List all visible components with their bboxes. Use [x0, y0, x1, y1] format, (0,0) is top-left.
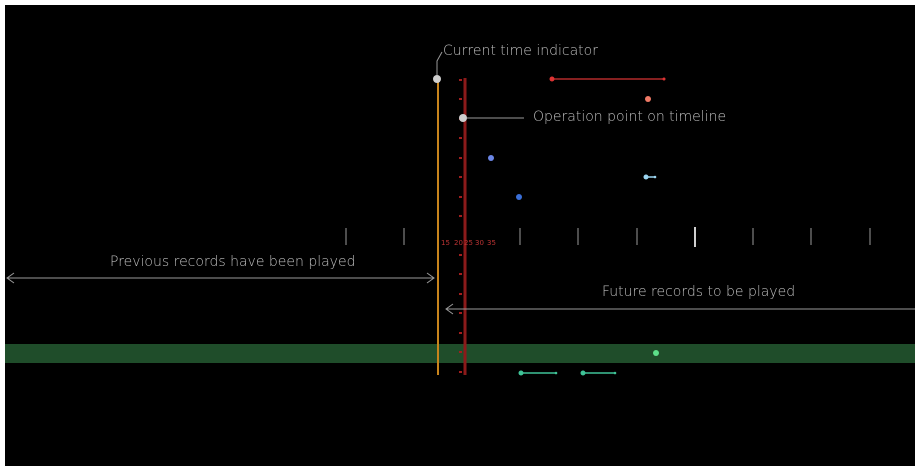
current-time-marker[interactable] — [433, 75, 441, 83]
previous-records-label: Previous records have been played — [110, 254, 356, 270]
green-track-band — [5, 344, 915, 363]
timeline-canvas[interactable]: 15 20 25 30 35 Current time indicator Op… — [5, 5, 915, 466]
timeline-graphics — [5, 51, 915, 376]
record-salmon-point[interactable] — [645, 96, 651, 102]
operation-point-label: Operation point on timeline — [533, 109, 727, 125]
previous-records-arrow — [6, 272, 435, 284]
operation-point-marker[interactable] — [459, 114, 467, 122]
ruler-label: 30 — [475, 239, 484, 247]
current-time-callout-line — [436, 51, 443, 75]
future-records-arrow — [445, 303, 915, 315]
ruler-label: 15 — [441, 239, 450, 247]
current-time-indicator-label: Current time indicator — [443, 43, 598, 59]
ruler-label: 25 — [464, 239, 473, 247]
record-teal-segment-1[interactable] — [518, 370, 558, 376]
ruler-label: 20 — [454, 239, 463, 247]
ruler-label: 35 — [487, 239, 496, 247]
timeline-ruler[interactable] — [459, 78, 467, 375]
future-records-label: Future records to be played — [602, 284, 796, 300]
record-red-segment[interactable] — [549, 76, 666, 82]
scale-ticks — [345, 227, 871, 247]
record-blue-point-1[interactable] — [488, 155, 494, 161]
record-teal-segment-2[interactable] — [580, 370, 617, 376]
record-lightblue-segment[interactable] — [643, 174, 657, 180]
record-blue-point-2[interactable] — [516, 194, 522, 200]
record-green-point[interactable] — [653, 350, 659, 356]
